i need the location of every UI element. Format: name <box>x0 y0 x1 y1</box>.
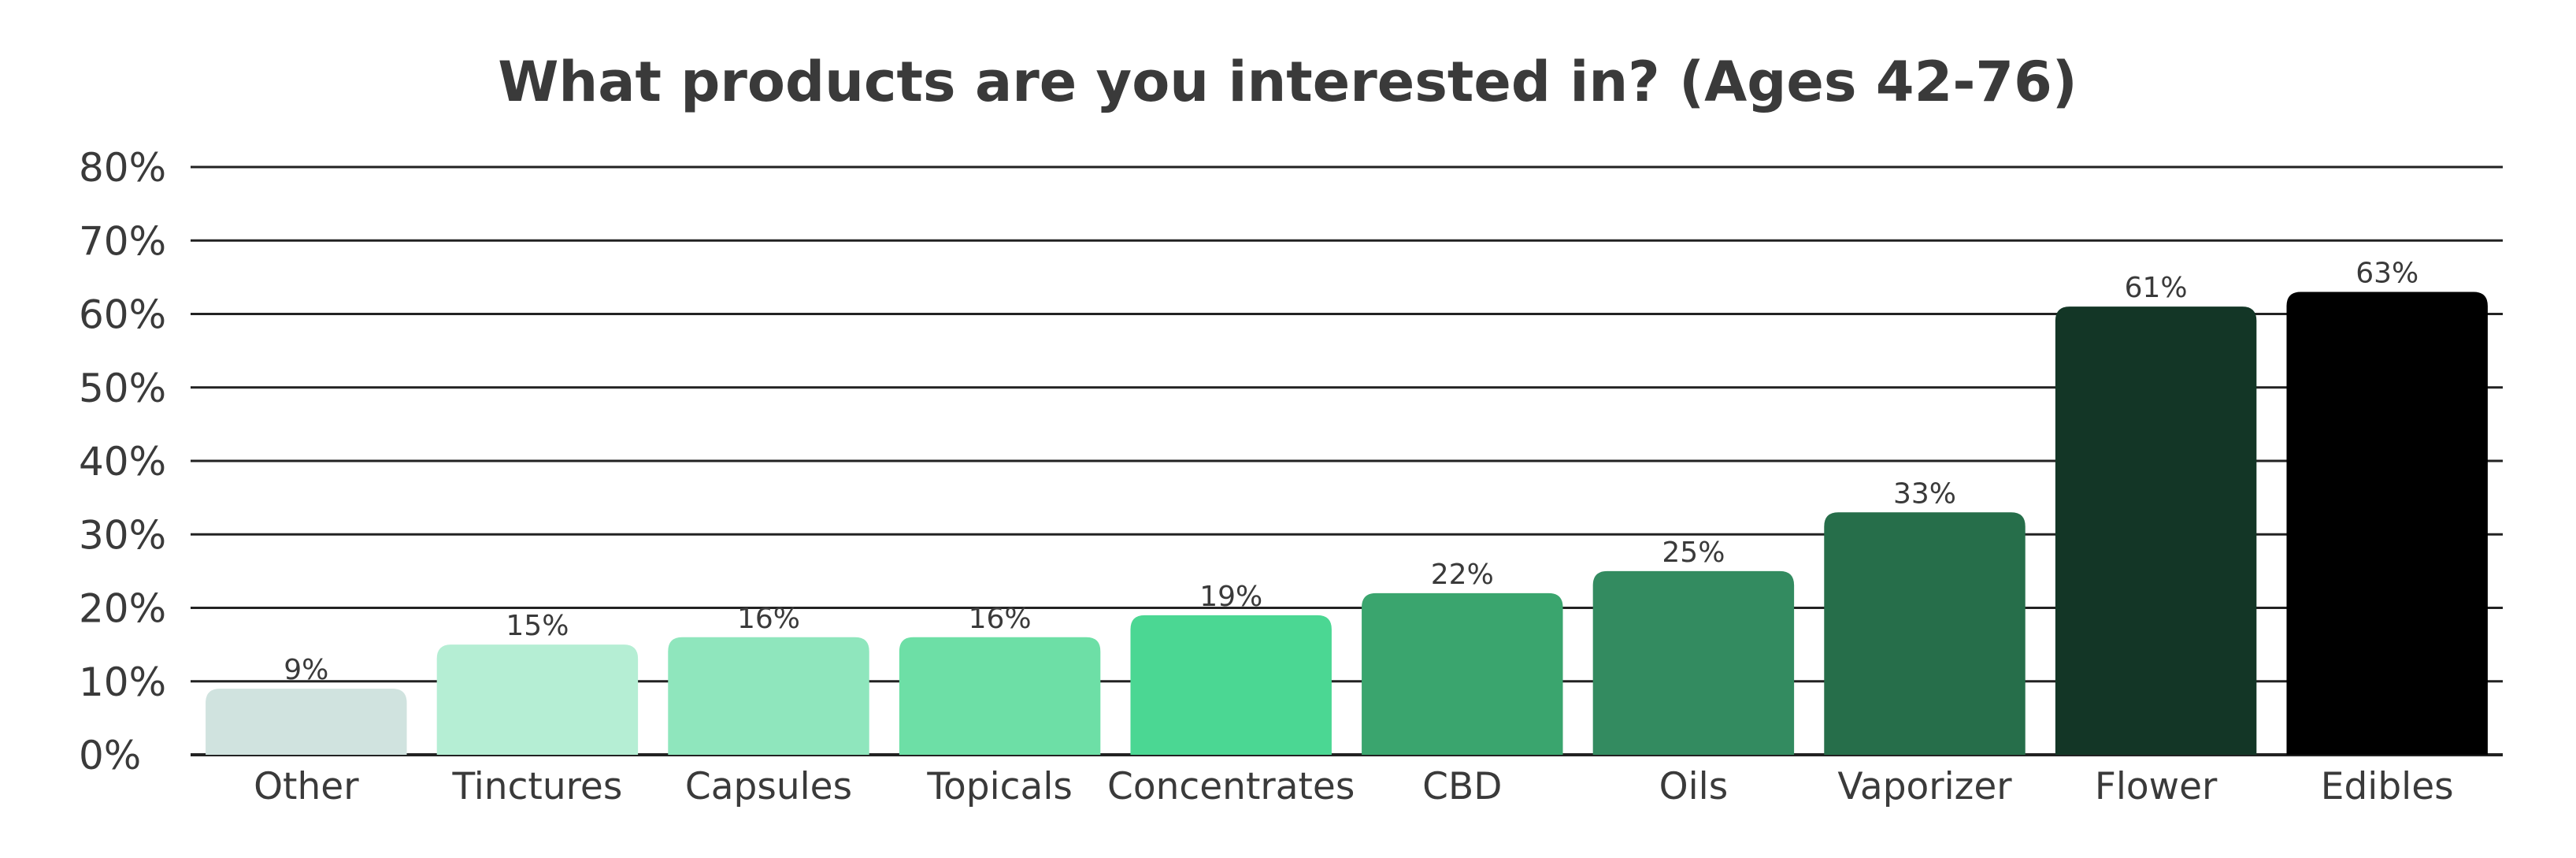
x-tick-label: CBD <box>1422 765 1502 808</box>
bar-edibles <box>2286 292 2488 755</box>
bar-capsules <box>668 637 869 755</box>
bars <box>206 292 2488 755</box>
x-tick-label: Flower <box>2095 765 2218 808</box>
x-tick-label: Tinctures <box>451 765 622 808</box>
x-tick-label: Capsules <box>685 765 852 808</box>
y-tick-label: 10% <box>79 659 166 705</box>
y-tick-label: 20% <box>79 586 166 632</box>
y-tick-label: 40% <box>79 439 166 485</box>
data-label: 25% <box>1662 537 1725 569</box>
data-label: 9% <box>284 654 328 686</box>
y-tick-label: 50% <box>79 366 166 411</box>
bar-cbd <box>1362 592 1563 755</box>
bar-other <box>206 689 407 755</box>
y-tick-label: 30% <box>79 512 166 558</box>
data-label: 16% <box>969 603 1032 635</box>
y-tick-label: 0% <box>79 733 141 778</box>
data-labels: 9% 15% 16% 16% 19% 22% 25% 33% 61% 63% <box>284 258 2418 687</box>
chart-title: What products are you interested in? (Ag… <box>498 50 2077 114</box>
bar-topicals <box>899 637 1101 755</box>
bar-flower <box>2055 306 2257 755</box>
x-tick-label: Vaporizer <box>1837 765 2012 808</box>
data-label: 61% <box>2125 272 2188 304</box>
data-label: 16% <box>737 603 800 635</box>
y-tick-label: 70% <box>79 218 166 264</box>
data-label: 33% <box>1893 477 1956 510</box>
x-tick-label: Other <box>254 765 359 808</box>
x-tick-label: Topicals <box>926 765 1073 808</box>
bar-concentrates <box>1130 615 1332 755</box>
data-label: 15% <box>506 610 569 642</box>
y-axis-ticks: 0% 10% 20% 30% 40% 50% 60% 70% 80% <box>79 145 166 778</box>
x-tick-label: Concentrates <box>1107 765 1355 808</box>
bar-tinctures <box>436 644 639 755</box>
data-label: 22% <box>1431 559 1494 591</box>
x-tick-label: Edibles <box>2321 765 2454 808</box>
x-tick-label: Oils <box>1659 765 1729 808</box>
bar-oils <box>1592 570 1795 755</box>
x-axis-ticks: Other Tinctures Capsules Topicals Concentrat… <box>254 765 2454 808</box>
bar-vaporizer <box>1824 512 2026 755</box>
y-tick-label: 60% <box>79 292 166 338</box>
data-label: 19% <box>1199 581 1262 613</box>
y-tick-label: 80% <box>79 145 166 191</box>
data-label: 63% <box>2355 258 2418 290</box>
